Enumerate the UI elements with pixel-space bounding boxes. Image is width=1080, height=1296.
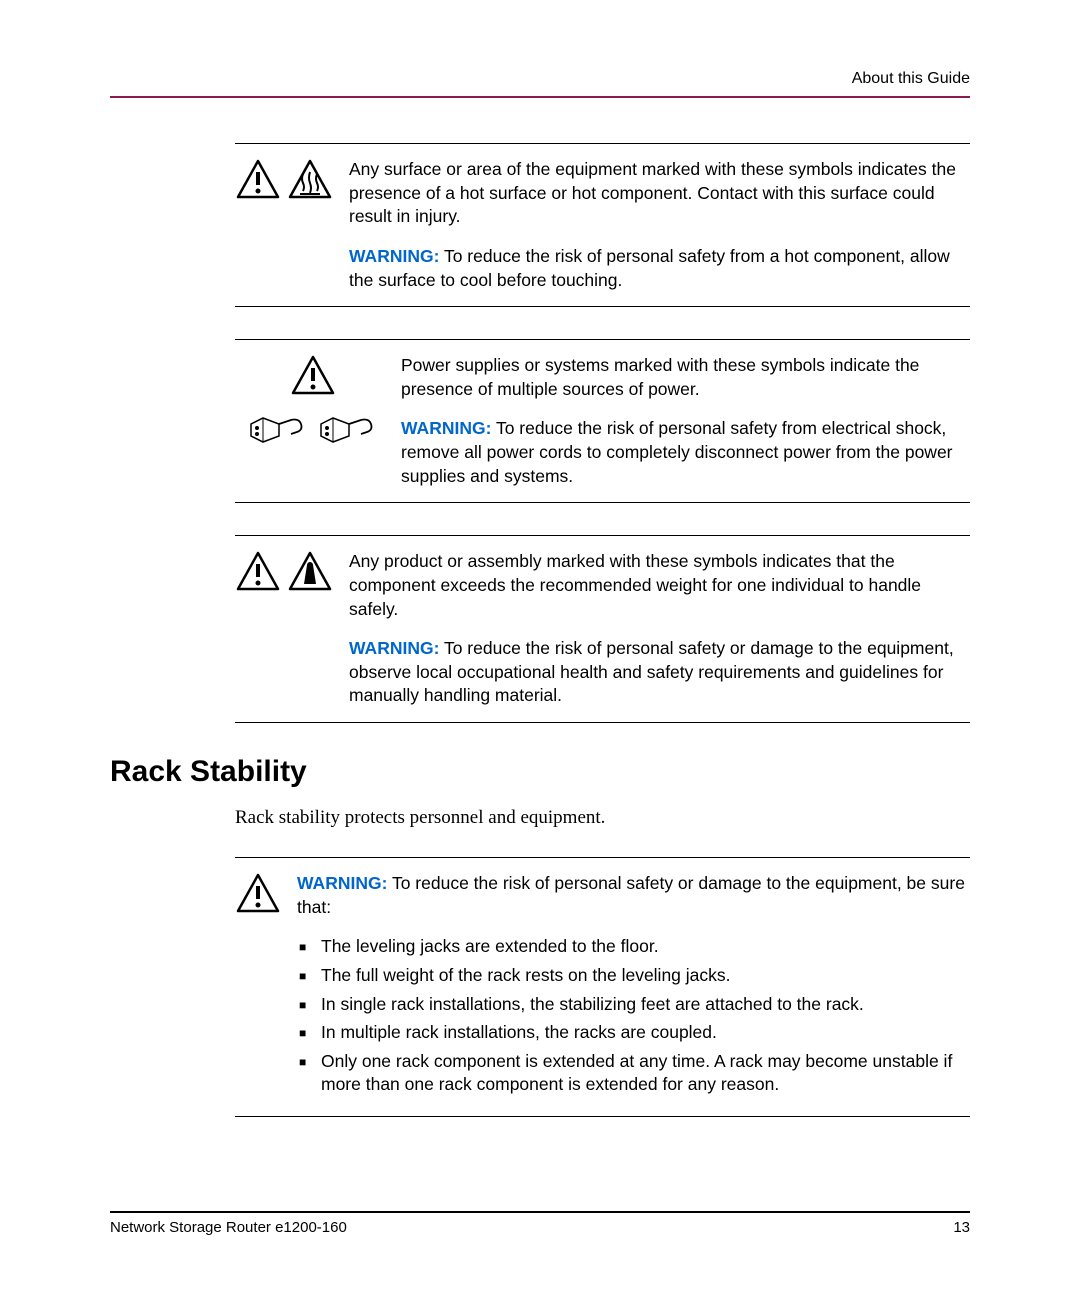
list-item: In multiple rack installations, the rack… [321, 1021, 970, 1045]
warning-text: To reduce the risk of personal safety fr… [349, 246, 950, 290]
intro-text: Rack stability protects personnel and eq… [235, 807, 970, 829]
warning-block-weight: Any product or assembly marked with thes… [235, 535, 970, 723]
page-header: About this Guide [110, 70, 970, 98]
text-weight: Any product or assembly marked with thes… [333, 550, 970, 708]
icons-weight [235, 550, 333, 592]
rack-list: The leveling jacks are extended to the f… [297, 935, 970, 1097]
block2-warning: WARNING: To reduce the risk of personal … [401, 417, 970, 488]
section-title: Rack Stability [110, 755, 970, 789]
caution-icon [235, 550, 281, 592]
block1-text: Any surface or area of the equipment mar… [349, 158, 970, 229]
heavy-weight-icon [287, 550, 333, 592]
warning-text: To reduce the risk of personal safety or… [297, 873, 965, 917]
warning-block-rack: WARNING: To reduce the risk of personal … [235, 857, 970, 1117]
page-footer: Network Storage Router e1200-160 13 [110, 1211, 970, 1236]
power-icons [235, 354, 385, 454]
warning-label: WARNING: [349, 638, 439, 658]
text-power: Power supplies or systems marked with th… [385, 354, 970, 488]
text-hot: Any surface or area of the equipment mar… [333, 158, 970, 292]
list-item: Only one rack component is extended at a… [321, 1050, 970, 1097]
warning-label: WARNING: [401, 418, 491, 438]
warning-label: WARNING: [297, 873, 387, 893]
page-content: Any surface or area of the equipment mar… [110, 98, 970, 1117]
block3-warning: WARNING: To reduce the risk of personal … [349, 637, 970, 708]
rack-warning-intro: WARNING: To reduce the risk of personal … [297, 872, 970, 919]
caution-icon [235, 158, 281, 200]
block1-warning: WARNING: To reduce the risk of personal … [349, 245, 970, 292]
warning-text: To reduce the risk of personal safety or… [349, 638, 954, 705]
warning-block-hot-surface: Any surface or area of the equipment mar… [235, 143, 970, 307]
warning-label: WARNING: [349, 246, 439, 266]
list-item: The leveling jacks are extended to the f… [321, 935, 970, 959]
list-item: In single rack installations, the stabil… [321, 993, 970, 1017]
icons-rack [235, 872, 281, 914]
icons-hot [235, 158, 333, 200]
footer-right: 13 [953, 1219, 970, 1236]
footer-left: Network Storage Router e1200-160 [110, 1219, 347, 1236]
list-item: The full weight of the rack rests on the… [321, 964, 970, 988]
header-text: About this Guide [852, 70, 970, 87]
icons-power [235, 354, 385, 454]
block2-text: Power supplies or systems marked with th… [401, 354, 970, 401]
block3-text: Any product or assembly marked with thes… [349, 550, 970, 621]
caution-icon [235, 872, 281, 914]
hot-surface-icon [287, 158, 333, 200]
text-rack: WARNING: To reduce the risk of personal … [281, 872, 970, 1102]
warning-block-power: Power supplies or systems marked with th… [235, 339, 970, 503]
